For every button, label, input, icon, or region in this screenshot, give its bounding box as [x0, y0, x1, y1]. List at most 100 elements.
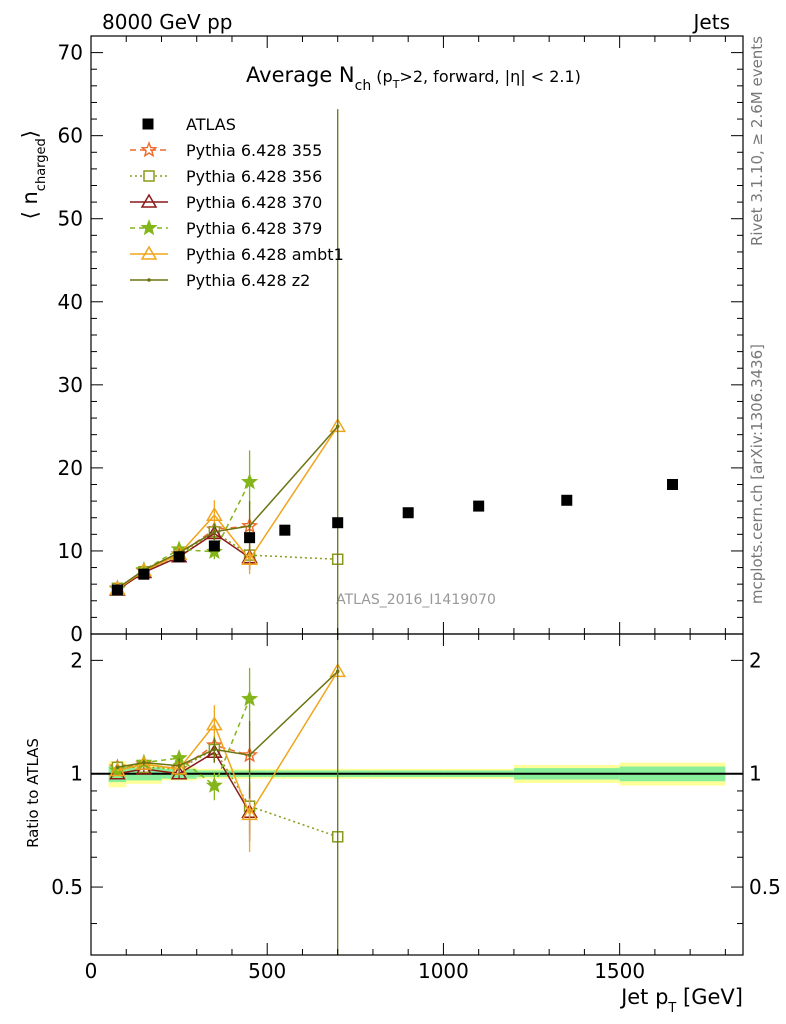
series-point — [241, 550, 258, 565]
ratio-point — [247, 753, 252, 757]
atlas-point — [332, 517, 344, 529]
y-axis-label-sub: charged — [34, 138, 49, 191]
title-rest-a: (p — [371, 67, 392, 86]
ratio-point — [335, 669, 340, 674]
series-1 — [111, 525, 344, 595]
y-tick-label: 40 — [58, 290, 83, 314]
y-tick-label: 10 — [58, 539, 83, 563]
analysis-watermark: ATLAS_2016_I1419070 — [336, 592, 496, 608]
ratio-point — [212, 747, 217, 752]
legend-label: Pythia 6.428 356 — [186, 167, 322, 186]
y-tick-label: 0 — [70, 622, 83, 646]
legend-marker — [140, 193, 158, 208]
y-tick-label: 50 — [58, 207, 83, 231]
atlas-point — [208, 540, 220, 552]
y-axis-label: ⟨ ncharged⟩ — [18, 130, 49, 219]
series-point — [241, 473, 259, 490]
ratio-plot-area — [91, 634, 743, 955]
y-tick-label: 20 — [58, 456, 83, 480]
title-rest-b: >2, forward, |η| < 2.1) — [399, 67, 580, 86]
atlas-point — [279, 524, 291, 536]
x-tick-label: 0 — [85, 959, 98, 983]
process-label: Jets — [692, 10, 730, 34]
series-line — [117, 530, 338, 589]
ratio-frame — [90, 633, 744, 956]
atlas-point — [473, 500, 485, 512]
ratio-tick-label: 0.5 — [51, 875, 83, 899]
legend-label: ATLAS — [186, 115, 236, 134]
legend-label: Pythia 6.428 370 — [186, 193, 322, 212]
title-main: Average N — [246, 63, 355, 87]
ratio-point — [241, 689, 259, 707]
title-sub: ch — [355, 78, 372, 94]
rivet-label: Rivet 3.1.10, ≥ 2.6M events — [748, 36, 766, 246]
legend-marker — [143, 170, 155, 182]
x-axis-label-unit: [GeV] — [676, 985, 743, 1009]
ratio-series-1 — [111, 739, 344, 843]
series-line — [116, 425, 339, 590]
ratio-point — [206, 716, 223, 731]
title-rest-sub: T — [392, 78, 400, 91]
ratio-tick-label: 2 — [70, 648, 83, 672]
main-plot-area — [108, 109, 679, 634]
x-tick-label: 500 — [248, 959, 286, 983]
ratio-point — [109, 761, 126, 777]
x-axis-label: Jet pT [GeV] — [619, 985, 743, 1016]
ratio-point — [115, 765, 120, 770]
series-4 — [109, 417, 347, 595]
atlas-point — [667, 479, 679, 490]
atlas-point — [244, 532, 256, 544]
x-tick-label: 1500 — [594, 959, 645, 983]
ratio-axis-label: Ratio to ATLAS — [24, 738, 42, 848]
y-tick-label: 70 — [58, 41, 83, 65]
legend-label: Pythia 6.428 ambt1 — [186, 245, 344, 264]
atlas-point — [561, 494, 573, 506]
ratio-series-line — [117, 670, 339, 769]
legend-marker — [140, 245, 158, 260]
y-tick-label: 60 — [58, 124, 83, 148]
legend-marker — [140, 219, 158, 236]
legend-label: Pythia 6.428 355 — [186, 141, 322, 160]
atlas-point — [402, 507, 414, 519]
ratio-tick-label: 1 — [70, 762, 83, 786]
x-axis-label-main: Jet p — [619, 985, 668, 1009]
ratio-tick-label-right: 0.5 — [749, 875, 781, 899]
series-point — [206, 506, 223, 521]
atlas-point — [111, 584, 123, 596]
ratio-tick-label-right: 2 — [749, 648, 762, 672]
energy-label: 8000 GeV pp — [102, 10, 233, 34]
y-axis-label-main: ⟨ n — [18, 191, 42, 219]
series-line — [116, 425, 339, 589]
legend-label: Pythia 6.428 z2 — [186, 271, 310, 290]
ratio-series-line — [117, 748, 338, 838]
series-point — [247, 524, 252, 528]
legend-marker — [147, 278, 151, 282]
y-axis-label-close: ⟩ — [18, 130, 42, 138]
x-tick-label: 1000 — [418, 959, 469, 983]
ratio-point — [170, 765, 188, 780]
ratio-series-line — [117, 671, 339, 816]
atlas-point — [173, 551, 185, 563]
ratio-point — [142, 760, 146, 765]
ratio-tick-label-right: 1 — [749, 762, 762, 786]
series-point — [212, 530, 217, 534]
x-axis-label-sub: T — [667, 1001, 676, 1016]
ratio-point — [177, 763, 181, 768]
legend: ATLAS Pythia 6.428 355 Pythia 6.428 356 Pyt… — [130, 115, 344, 290]
mcplots-label: mcplots.cern.ch [arXiv:1306.3436] — [748, 344, 766, 604]
ratio-point — [170, 760, 188, 775]
axes: 0 500 1000 1500 0 10 20 30 40 50 60 70 0.5 0.5 1 1 2 2 — [51, 35, 781, 983]
y-tick-label: 30 — [58, 373, 83, 397]
series-point — [335, 424, 340, 429]
legend-marker — [140, 141, 158, 158]
ratio-point — [241, 805, 258, 821]
legend-label: Pythia 6.428 379 — [186, 219, 322, 238]
main-panel — [108, 109, 679, 634]
series-3 — [108, 450, 259, 597]
atlas-point — [138, 568, 150, 580]
atlas-data — [111, 479, 679, 596]
legend-marker — [142, 118, 154, 130]
ratio-point — [205, 776, 223, 793]
ratio-panel — [91, 634, 743, 955]
